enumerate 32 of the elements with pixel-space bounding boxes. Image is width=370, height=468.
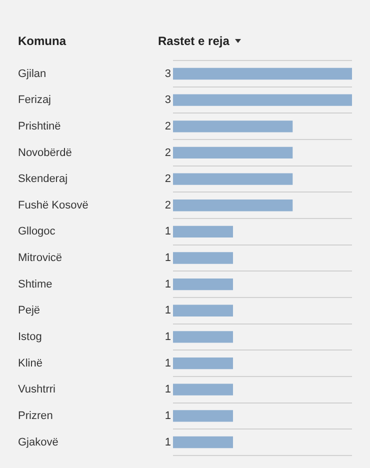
y-tick-label: Novobërdë — [18, 146, 72, 159]
data-label: 2 — [164, 146, 171, 159]
y-axis-title: Komuna — [18, 34, 66, 48]
y-tick-label: Skenderaj — [18, 173, 68, 186]
y-tick-label: Klinë — [18, 357, 42, 370]
y-tick-label: Gjakovë — [18, 436, 58, 448]
data-label: 1 — [164, 436, 171, 448]
data-label: 2 — [164, 199, 171, 212]
y-tick-label: Gjilan — [18, 68, 46, 80]
y-tick-label: Vushtrri — [18, 384, 56, 396]
y-tick-label: Istog — [18, 330, 42, 343]
y-tick-label: Gllogoc — [18, 226, 56, 238]
y-tick-label: Mitrovicë — [18, 252, 62, 264]
data-label: 1 — [164, 278, 171, 290]
y-tick-label: Prizren — [18, 410, 53, 422]
y-tick-label: Prishtinë — [18, 120, 61, 132]
data-label: 1 — [164, 330, 171, 343]
data-label: 1 — [164, 384, 171, 396]
x-axis-title: Rastet e reja — [158, 34, 230, 48]
data-label: 1 — [164, 410, 171, 422]
data-label: 1 — [164, 304, 171, 317]
data-label: 1 — [164, 252, 171, 264]
y-tick-label: Ferizaj — [18, 94, 52, 106]
y-tick-label: Shtime — [18, 278, 52, 290]
data-label: 1 — [164, 226, 171, 238]
data-label: 2 — [164, 120, 171, 132]
y-tick-label: Fushë Kosovë — [18, 199, 88, 212]
y-tick-label: Pejë — [18, 304, 40, 317]
data-label: 2 — [164, 173, 171, 186]
data-label: 3 — [164, 68, 171, 80]
data-label: 3 — [164, 94, 171, 106]
data-label: 1 — [164, 357, 171, 370]
